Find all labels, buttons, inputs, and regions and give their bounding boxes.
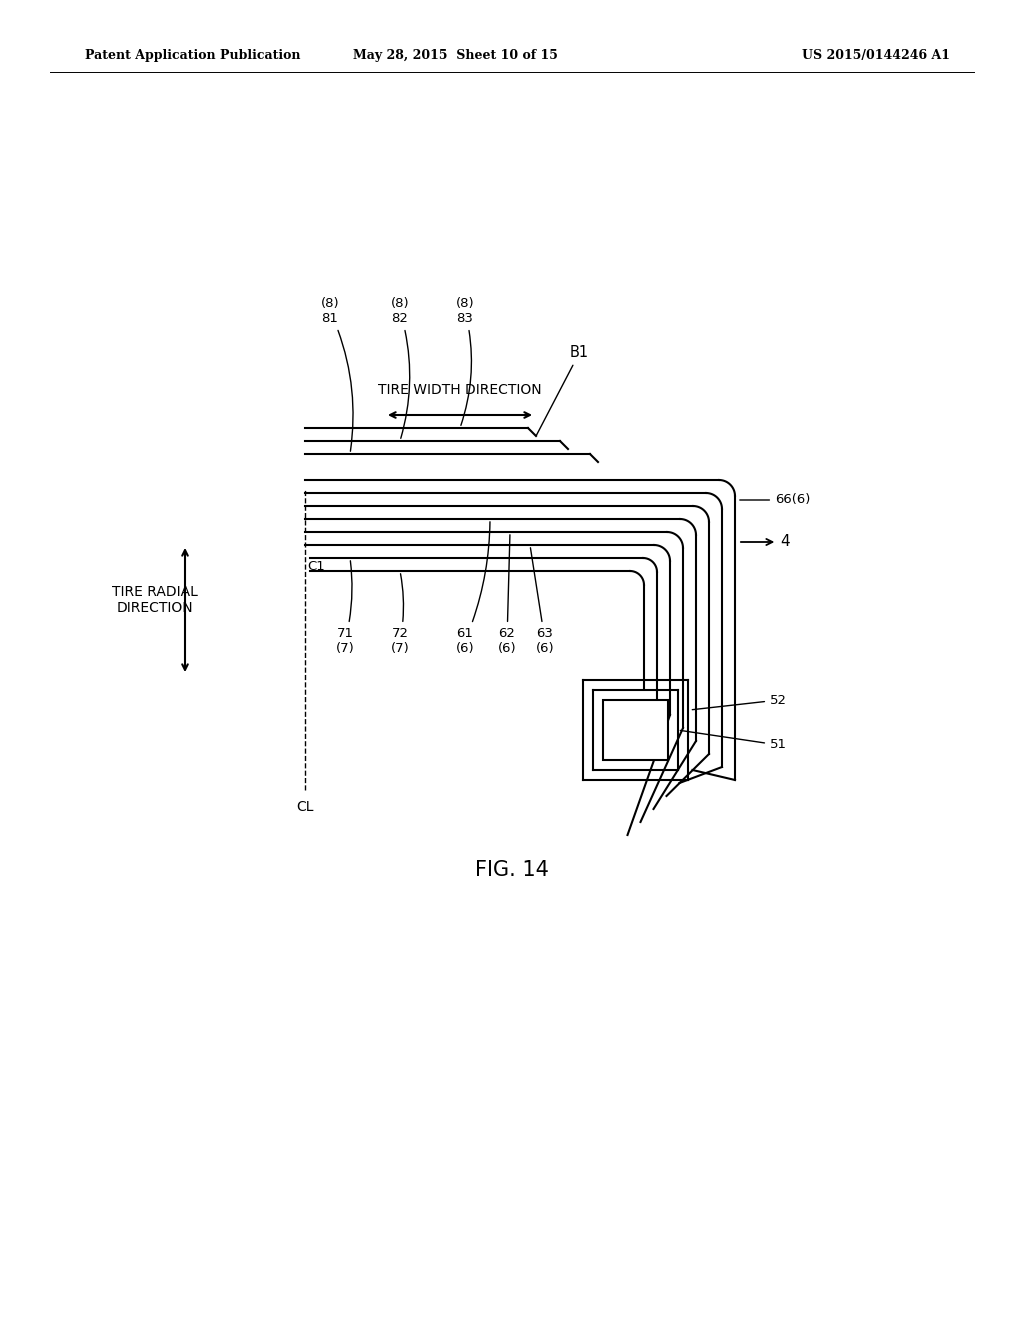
Text: 52: 52: [692, 693, 787, 710]
Text: 4: 4: [740, 535, 790, 549]
Text: 72
(7): 72 (7): [390, 574, 410, 655]
Text: 51: 51: [680, 730, 787, 751]
Text: 71
(7): 71 (7): [336, 561, 354, 655]
Text: (8)
83: (8) 83: [456, 297, 474, 425]
Text: 61
(6): 61 (6): [456, 521, 489, 655]
Text: B1: B1: [537, 345, 589, 436]
Text: TIRE RADIAL
DIRECTION: TIRE RADIAL DIRECTION: [112, 585, 198, 615]
Text: FIG. 14: FIG. 14: [475, 861, 549, 880]
Text: May 28, 2015  Sheet 10 of 15: May 28, 2015 Sheet 10 of 15: [352, 49, 557, 62]
Bar: [602, 700, 668, 760]
Text: Patent Application Publication: Patent Application Publication: [85, 49, 300, 62]
Text: (8)
82: (8) 82: [391, 297, 410, 438]
Text: CL: CL: [296, 800, 313, 814]
Text: TIRE WIDTH DIRECTION: TIRE WIDTH DIRECTION: [378, 383, 542, 397]
Text: C1: C1: [307, 560, 325, 573]
Text: (8)
81: (8) 81: [321, 297, 353, 451]
Text: 63
(6): 63 (6): [530, 548, 554, 655]
Text: 62
(6): 62 (6): [498, 535, 516, 655]
Text: US 2015/0144246 A1: US 2015/0144246 A1: [802, 49, 950, 62]
Text: 66(6): 66(6): [739, 494, 810, 507]
